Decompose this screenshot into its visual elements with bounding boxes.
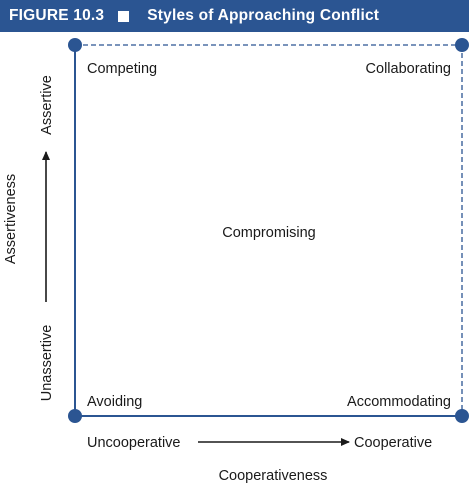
x-low-label: Uncooperative (87, 435, 181, 451)
x-axis-title: Cooperativeness (219, 468, 328, 484)
filled-square-icon (118, 10, 130, 22)
figure-title: Styles of Approaching Conflict (147, 7, 380, 24)
label-accommodating: Accommodating (347, 394, 451, 410)
corner-dot-bottom-left (68, 409, 82, 423)
label-competing: Competing (87, 61, 157, 77)
corner-dot-top-right (455, 38, 469, 52)
label-compromising: Compromising (222, 225, 315, 241)
label-avoiding: Avoiding (87, 394, 142, 410)
y-high-label: Assertive (39, 75, 55, 135)
corner-dot-top-left (68, 38, 82, 52)
label-collaborating: Collaborating (366, 61, 451, 77)
figure-header: FIGURE 10.3 Styles of Approaching Confli… (0, 0, 469, 32)
y-axis-title: Assertiveness (3, 174, 19, 264)
figure-label: FIGURE 10.3 (9, 7, 105, 24)
corner-dot-bottom-right (455, 409, 469, 423)
x-high-label: Cooperative (354, 435, 432, 451)
y-low-label: Unassertive (39, 325, 55, 402)
